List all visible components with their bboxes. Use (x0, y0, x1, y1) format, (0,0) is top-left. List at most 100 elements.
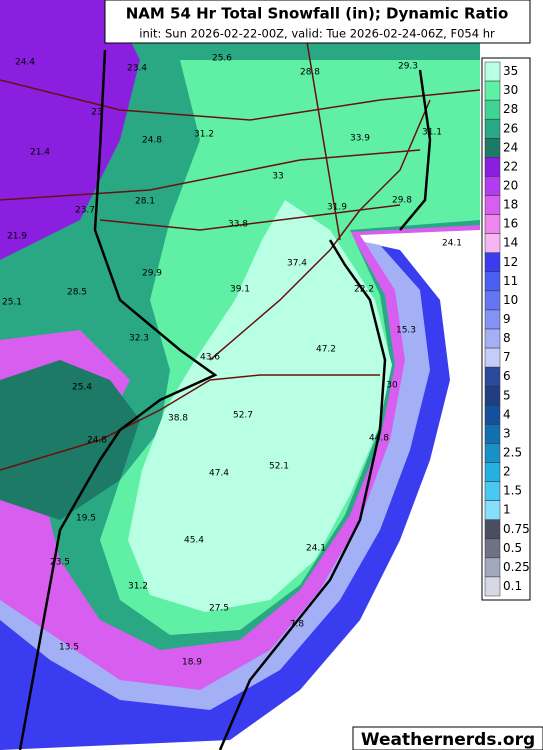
legend-swatch (484, 424, 501, 444)
region-mint (128, 200, 392, 612)
legend-label: 11 (503, 274, 518, 288)
point-label: 44.8 (369, 434, 389, 444)
legend-label: 0.1 (503, 579, 522, 593)
point-label: 28.1 (135, 197, 155, 207)
legend-swatch (484, 176, 501, 196)
legend-label: 5 (503, 388, 511, 402)
legend-swatch (484, 519, 501, 540)
road (0, 374, 380, 471)
legend-label: 26 (503, 121, 518, 135)
boundaries (18, 49, 432, 750)
point-label: 7.8 (290, 620, 305, 630)
legend: 35 30 28 26 24 22 20 18 16 14 12 11 10 9 8 7 6 5 4 3 2.5 2 1.5… (484, 61, 530, 597)
point-label: 23.5 (50, 558, 70, 568)
point-label: 21.9 (7, 232, 27, 242)
legend-label: 1.5 (503, 484, 522, 498)
point-label: 28.8 (300, 68, 320, 78)
road (0, 149, 421, 201)
point-label: 24.4 (15, 58, 35, 68)
point-label: 32.3 (129, 334, 149, 344)
road (209, 99, 431, 361)
point-label: 31.2 (128, 582, 148, 592)
legend-label: 0.75 (503, 522, 530, 536)
legend-swatch (484, 347, 501, 368)
point-label: 13.5 (59, 643, 79, 653)
legend-swatch (484, 538, 501, 559)
point-label: 25.1 (2, 298, 22, 308)
state-border (18, 49, 218, 750)
legend-swatch (484, 252, 501, 273)
point-label: 25.4 (72, 383, 92, 393)
legend-label: 6 (503, 369, 511, 383)
watermark: Weathernerds.org (361, 730, 535, 750)
legend-swatch (484, 405, 501, 425)
point-label: 33.9 (350, 134, 370, 144)
point-label: 47.2 (316, 345, 336, 355)
legend-swatch (484, 366, 501, 387)
legend-swatch (484, 500, 501, 520)
point-label: 19.5 (76, 514, 96, 524)
point-label: 47.4 (209, 469, 229, 479)
legend-swatch (484, 195, 501, 215)
point-label: 22.2 (354, 285, 374, 295)
point-label: 18.9 (182, 658, 202, 668)
legend-label: 22 (503, 159, 518, 173)
roads (0, 0, 481, 471)
region-dark-teal (0, 360, 140, 520)
point-label: 29.9 (142, 269, 162, 279)
legend-label: 20 (503, 178, 518, 192)
point-label: 23.7 (75, 206, 95, 216)
legend-swatch (484, 138, 501, 158)
point-label: 23.4 (127, 64, 147, 74)
legend-swatch (484, 157, 501, 177)
point-label: 37.4 (287, 259, 307, 269)
legend-swatch (484, 290, 501, 311)
legend-label: 2 (503, 465, 511, 479)
point-label: 43.6 (200, 353, 220, 363)
point-label: 24.8 (142, 136, 162, 146)
subtitle: init: Sun 2026-02-22-00Z, valid: Tue 202… (139, 27, 495, 41)
point-label: 33 (272, 172, 283, 182)
legend-label: 4 (503, 407, 511, 421)
legend-swatch (484, 557, 501, 578)
legend-label: 18 (503, 198, 518, 212)
legend-label: 7 (503, 350, 511, 364)
point-label: 29.8 (392, 196, 412, 206)
point-label: 30 (386, 381, 398, 391)
point-label: 31.2 (194, 130, 214, 140)
legend-swatch (484, 99, 501, 120)
legend-swatch (484, 214, 501, 234)
point-label: 52.1 (269, 462, 289, 472)
legend-swatch (484, 385, 501, 406)
point-label: 29.3 (398, 62, 418, 72)
point-label: 27.5 (209, 604, 229, 614)
legend-swatch (484, 481, 501, 501)
legend-swatch (484, 233, 501, 253)
point-label: 24.8 (87, 436, 107, 446)
legend-label: 10 (503, 293, 518, 307)
legend-label: 14 (503, 236, 518, 250)
legend-swatch (484, 462, 501, 482)
legend-label: 16 (503, 217, 518, 231)
band-blue (0, 235, 450, 750)
legend-label: 9 (503, 312, 511, 326)
legend-swatch (484, 80, 501, 101)
legend-label: 12 (503, 255, 518, 269)
legend-label: 0.5 (503, 541, 522, 555)
point-label: 31.1 (422, 128, 442, 138)
point-label: 31.9 (327, 203, 347, 213)
legend-swatch (484, 309, 501, 330)
point-label: 38.8 (168, 414, 188, 424)
title-box (104, 0, 531, 44)
legend-label: 3 (503, 426, 511, 440)
legend-swatch (484, 443, 501, 463)
legend-label: 28 (503, 102, 518, 116)
point-label: 45.4 (184, 536, 204, 546)
legend-swatch (484, 576, 501, 597)
legend-label: 1 (503, 503, 511, 517)
title: NAM 54 Hr Total Snowfall (in); Dynamic R… (126, 5, 509, 23)
legend-label: 8 (503, 331, 511, 345)
point-label: 25.6 (212, 54, 232, 64)
